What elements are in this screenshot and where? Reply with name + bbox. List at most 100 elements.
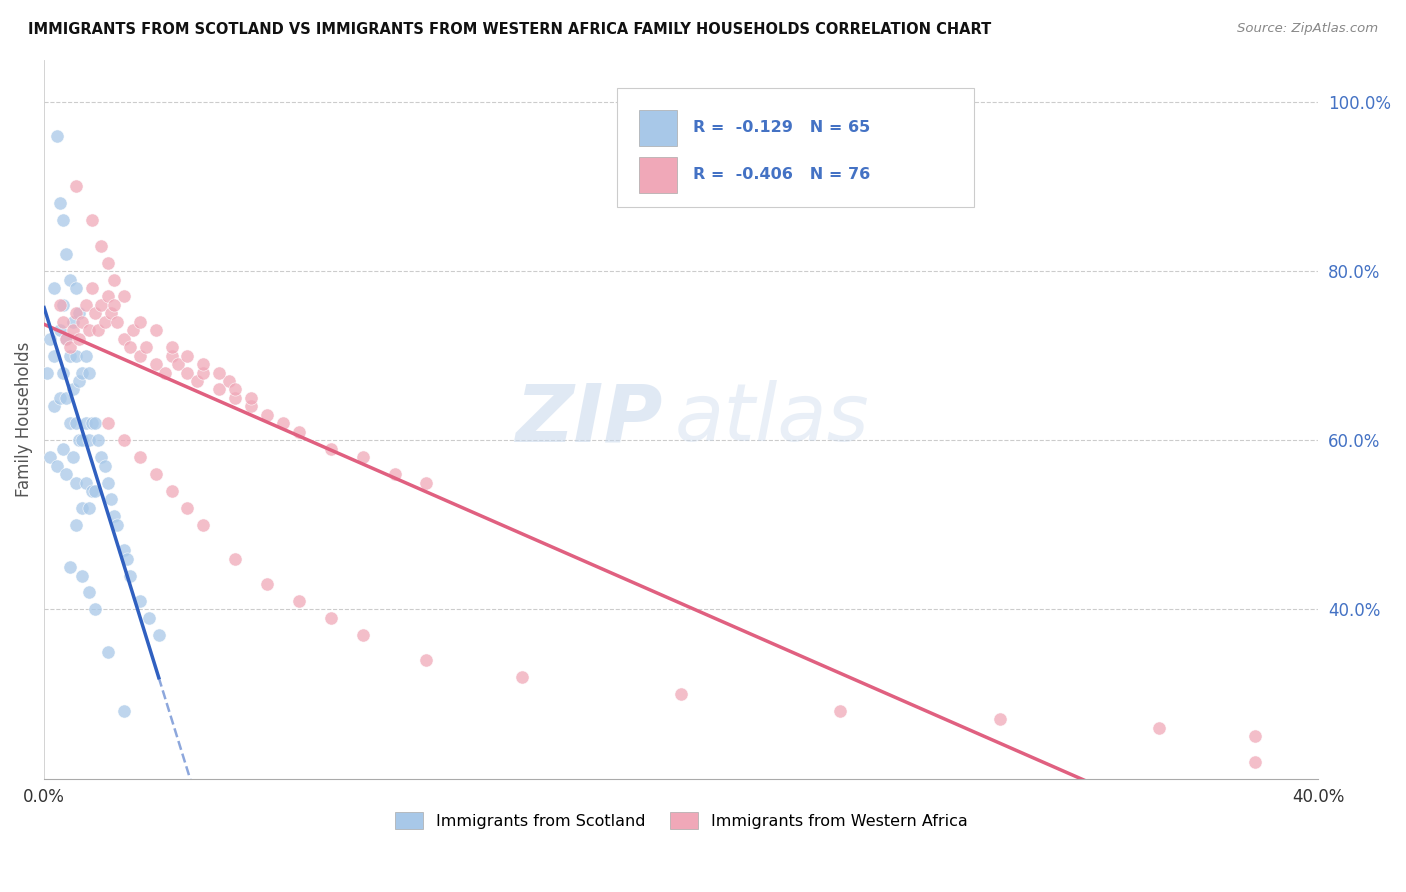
Point xyxy=(112,543,135,558)
Point xyxy=(52,298,75,312)
Point xyxy=(120,340,142,354)
Point xyxy=(77,434,100,448)
Point xyxy=(103,272,125,286)
Point xyxy=(160,349,183,363)
Point xyxy=(80,417,103,431)
Point xyxy=(224,383,246,397)
Point xyxy=(145,357,167,371)
Point xyxy=(128,315,150,329)
Point xyxy=(97,289,120,303)
Point xyxy=(193,366,215,380)
Point xyxy=(37,366,59,380)
Point xyxy=(112,434,135,448)
Point xyxy=(97,645,120,659)
Point xyxy=(288,425,311,439)
Point xyxy=(97,417,120,431)
Point xyxy=(186,374,208,388)
FancyBboxPatch shape xyxy=(640,157,678,193)
Point xyxy=(120,568,142,582)
Point xyxy=(52,315,75,329)
Point xyxy=(1243,729,1265,743)
Point xyxy=(128,450,150,464)
Point xyxy=(135,340,157,354)
Point xyxy=(65,517,87,532)
Point xyxy=(75,417,97,431)
Point xyxy=(65,417,87,431)
Point xyxy=(128,594,150,608)
Point xyxy=(67,374,90,388)
Point xyxy=(52,213,75,227)
Point xyxy=(45,128,67,143)
Point xyxy=(49,298,72,312)
Point xyxy=(224,551,246,566)
Point xyxy=(128,349,150,363)
Point xyxy=(52,366,75,380)
Point xyxy=(65,475,87,490)
Point xyxy=(240,400,263,414)
Point xyxy=(218,374,240,388)
Point xyxy=(271,417,294,431)
Point xyxy=(115,551,138,566)
Point xyxy=(510,670,533,684)
Y-axis label: Family Households: Family Households xyxy=(15,342,32,497)
Point xyxy=(90,450,112,464)
Point xyxy=(62,383,84,397)
Text: R =  -0.406   N = 76: R = -0.406 N = 76 xyxy=(693,167,870,182)
Point xyxy=(176,500,198,515)
Point xyxy=(84,417,107,431)
Point xyxy=(176,349,198,363)
Point xyxy=(39,450,62,464)
Point xyxy=(84,306,107,320)
Point xyxy=(49,196,72,211)
Point xyxy=(55,391,77,405)
Point xyxy=(58,349,80,363)
Point xyxy=(45,458,67,473)
Point xyxy=(42,281,65,295)
Point xyxy=(58,417,80,431)
Point xyxy=(93,315,115,329)
Point xyxy=(62,323,84,337)
Point xyxy=(65,306,87,320)
Point xyxy=(72,568,94,582)
Point xyxy=(80,281,103,295)
Point xyxy=(77,323,100,337)
Point xyxy=(90,238,112,252)
Point xyxy=(319,611,342,625)
Point xyxy=(112,332,135,346)
Point xyxy=(384,467,406,481)
Point xyxy=(67,434,90,448)
Point xyxy=(415,475,437,490)
Point xyxy=(75,298,97,312)
Text: Source: ZipAtlas.com: Source: ZipAtlas.com xyxy=(1237,22,1378,36)
Point xyxy=(112,289,135,303)
Point xyxy=(830,704,852,718)
Point xyxy=(160,340,183,354)
Point xyxy=(62,315,84,329)
Point xyxy=(55,332,77,346)
Point xyxy=(90,298,112,312)
Point xyxy=(75,349,97,363)
Point xyxy=(55,467,77,481)
Point xyxy=(208,366,231,380)
FancyBboxPatch shape xyxy=(617,88,974,207)
Point xyxy=(100,306,122,320)
Point xyxy=(58,560,80,574)
Point xyxy=(256,408,278,422)
Point xyxy=(224,391,246,405)
Point xyxy=(160,483,183,498)
Text: atlas: atlas xyxy=(675,380,869,458)
Point xyxy=(100,492,122,507)
Point xyxy=(65,349,87,363)
Point xyxy=(97,255,120,269)
Point xyxy=(352,450,374,464)
Point xyxy=(138,611,160,625)
Point xyxy=(77,585,100,599)
Point xyxy=(352,628,374,642)
Point xyxy=(58,340,80,354)
Point xyxy=(105,315,128,329)
Point xyxy=(176,366,198,380)
Point xyxy=(72,366,94,380)
Point xyxy=(167,357,190,371)
Point xyxy=(65,179,87,194)
Point xyxy=(55,247,77,261)
